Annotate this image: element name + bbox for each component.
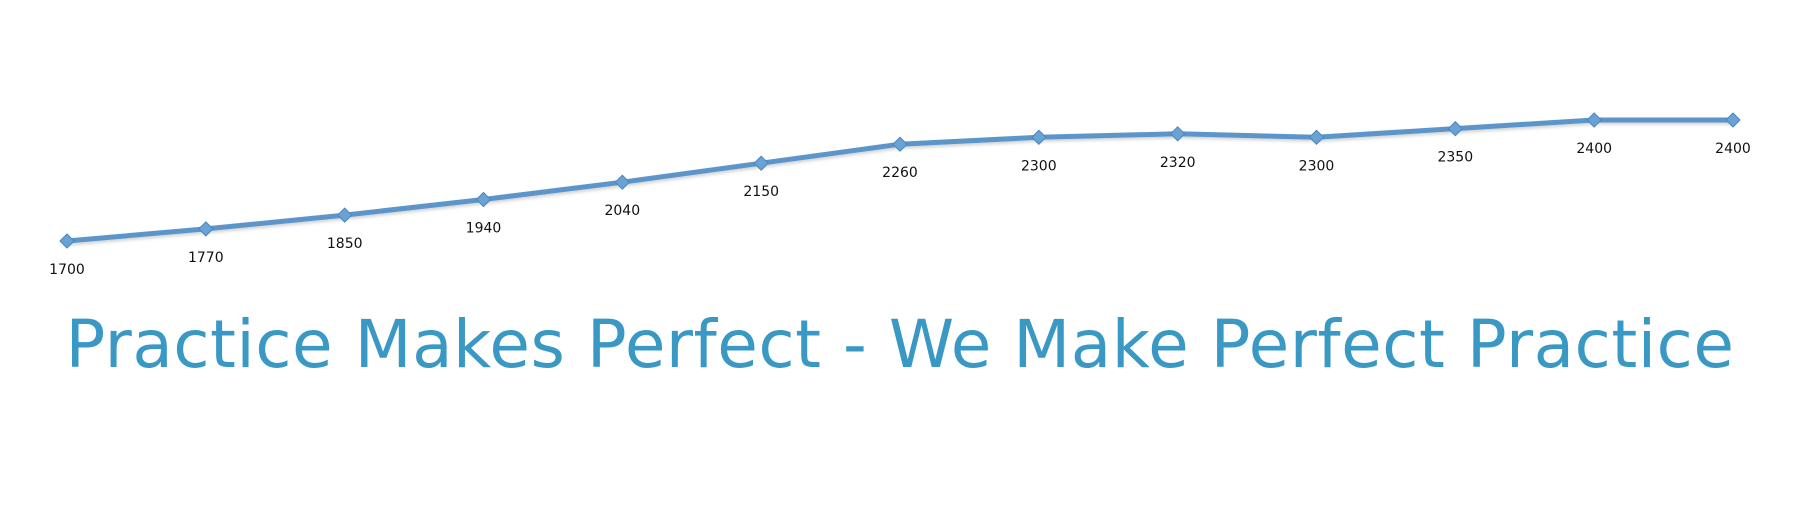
data-point-9 xyxy=(1169,126,1186,142)
data-point-2 xyxy=(198,221,214,237)
data-label-9: 2320 xyxy=(1160,155,1196,171)
data-label-10: 2300 xyxy=(1299,158,1335,174)
data-label-13: 2400 xyxy=(1715,141,1751,157)
data-point-3 xyxy=(336,207,353,223)
data-point-12 xyxy=(1586,112,1602,128)
chart-svg: 1700 1770 1850 1940 2040 2150 2260 2300 2320 2300… xyxy=(49,112,1751,278)
data-point-6 xyxy=(753,155,769,171)
data-label-4: 1940 xyxy=(466,221,502,237)
data-point-5 xyxy=(614,174,631,190)
score-line-chart: 1700 1770 1850 1940 2040 2150 2260 2300 2320 2300… xyxy=(49,112,1751,278)
data-point-4 xyxy=(475,191,492,208)
tagline: Practice Makes Perfect - We Make Perfect… xyxy=(65,306,1735,383)
data-point-8 xyxy=(1031,129,1047,145)
data-point-7 xyxy=(892,136,908,152)
data-point-10 xyxy=(1308,129,1325,145)
data-label-12: 2400 xyxy=(1576,141,1612,157)
data-label-1: 1700 xyxy=(49,262,85,278)
data-label-8: 2300 xyxy=(1021,158,1057,174)
data-point-11 xyxy=(1447,120,1464,137)
data-label-7: 2260 xyxy=(882,165,918,181)
data-label-3: 1850 xyxy=(327,236,363,252)
data-label-layer: 1700 1770 1850 1940 2040 2150 2260 2300 2320 2300… xyxy=(49,141,1751,278)
data-label-11: 2350 xyxy=(1437,150,1473,166)
data-point-1 xyxy=(59,233,75,249)
data-label-6: 2150 xyxy=(743,184,779,200)
marker-layer xyxy=(59,112,1741,249)
data-label-2: 1770 xyxy=(188,250,224,266)
data-label-5: 2040 xyxy=(604,203,640,219)
data-point-13 xyxy=(1725,112,1741,128)
